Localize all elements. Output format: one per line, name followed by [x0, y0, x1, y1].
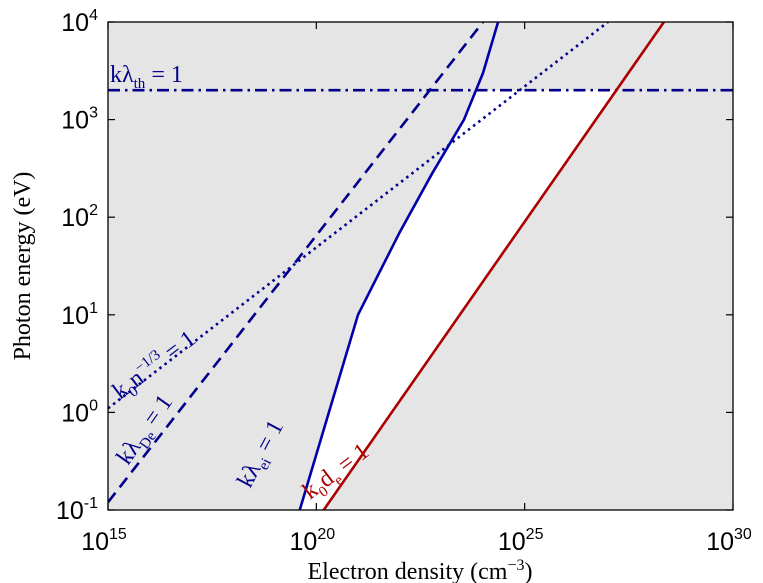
y-tick-label: 10-1 — [56, 495, 98, 525]
y-tick-label: 100 — [61, 397, 98, 427]
x-axis-label-exponent: −3 — [507, 557, 524, 574]
y-tick-label: 102 — [61, 202, 98, 232]
series-line-k-lambda-ei — [298, 22, 500, 510]
series-line-k0-n-third — [108, 22, 609, 410]
y-tick-label: 104 — [61, 7, 98, 37]
plot-background — [108, 22, 733, 510]
y-tick-label: 101 — [61, 300, 98, 330]
x-tick-label: 1025 — [498, 526, 544, 556]
x-axis-label: Electron density (cm−3) — [308, 557, 533, 583]
label-k-lambda-th: kλth = 1 — [110, 62, 183, 92]
x-tick-label: 1030 — [706, 526, 752, 556]
series-line-k0-de — [322, 22, 665, 510]
y-axis-label: Photon energy (eV) — [10, 172, 36, 361]
series-line-k-lambda-de — [108, 22, 485, 504]
allowed-region — [299, 90, 617, 510]
y-tick-label: 103 — [61, 105, 98, 135]
x-tick-label: 1015 — [81, 526, 127, 556]
x-tick-label: 1020 — [290, 526, 336, 556]
plot-frame — [107, 21, 734, 511]
